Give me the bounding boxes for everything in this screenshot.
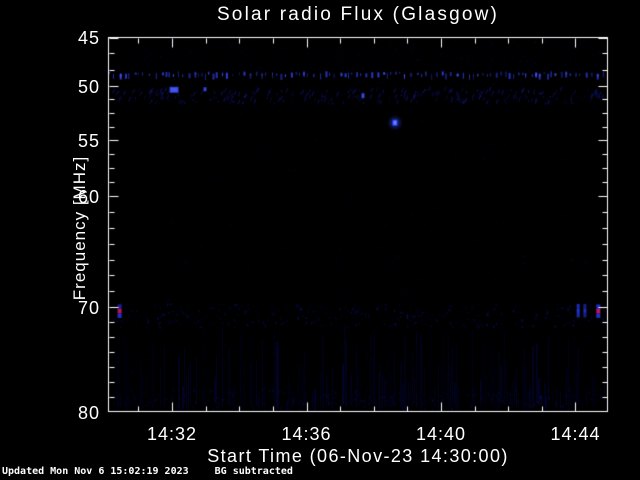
updated-timestamp: Updated Mon Nov 6 15:02:19 2023 [2,466,189,477]
y-tick-label: 50 [77,77,100,97]
bg-subtracted-note: BG subtracted [214,466,293,477]
x-tick-label: 14:40 [415,424,467,444]
x-tick-label: 14:44 [550,424,601,444]
x-axis-title: Start Time (06-Nov-23 14:30:00) [207,446,509,466]
y-tick-label: 55 [77,131,100,151]
y-tick-label: 45 [77,28,100,48]
y-tick-label: 70 [77,298,100,318]
y-tick-label: 60 [77,187,100,207]
y-tick-label: 80 [77,403,100,423]
status-bar: Updated Mon Nov 6 15:02:19 2023 BG subtra… [2,466,293,477]
x-tick-label: 14:32 [147,424,198,444]
x-tick-label: 14:36 [281,424,332,444]
chart-title: Solar radio Flux (Glasgow) [216,4,500,25]
